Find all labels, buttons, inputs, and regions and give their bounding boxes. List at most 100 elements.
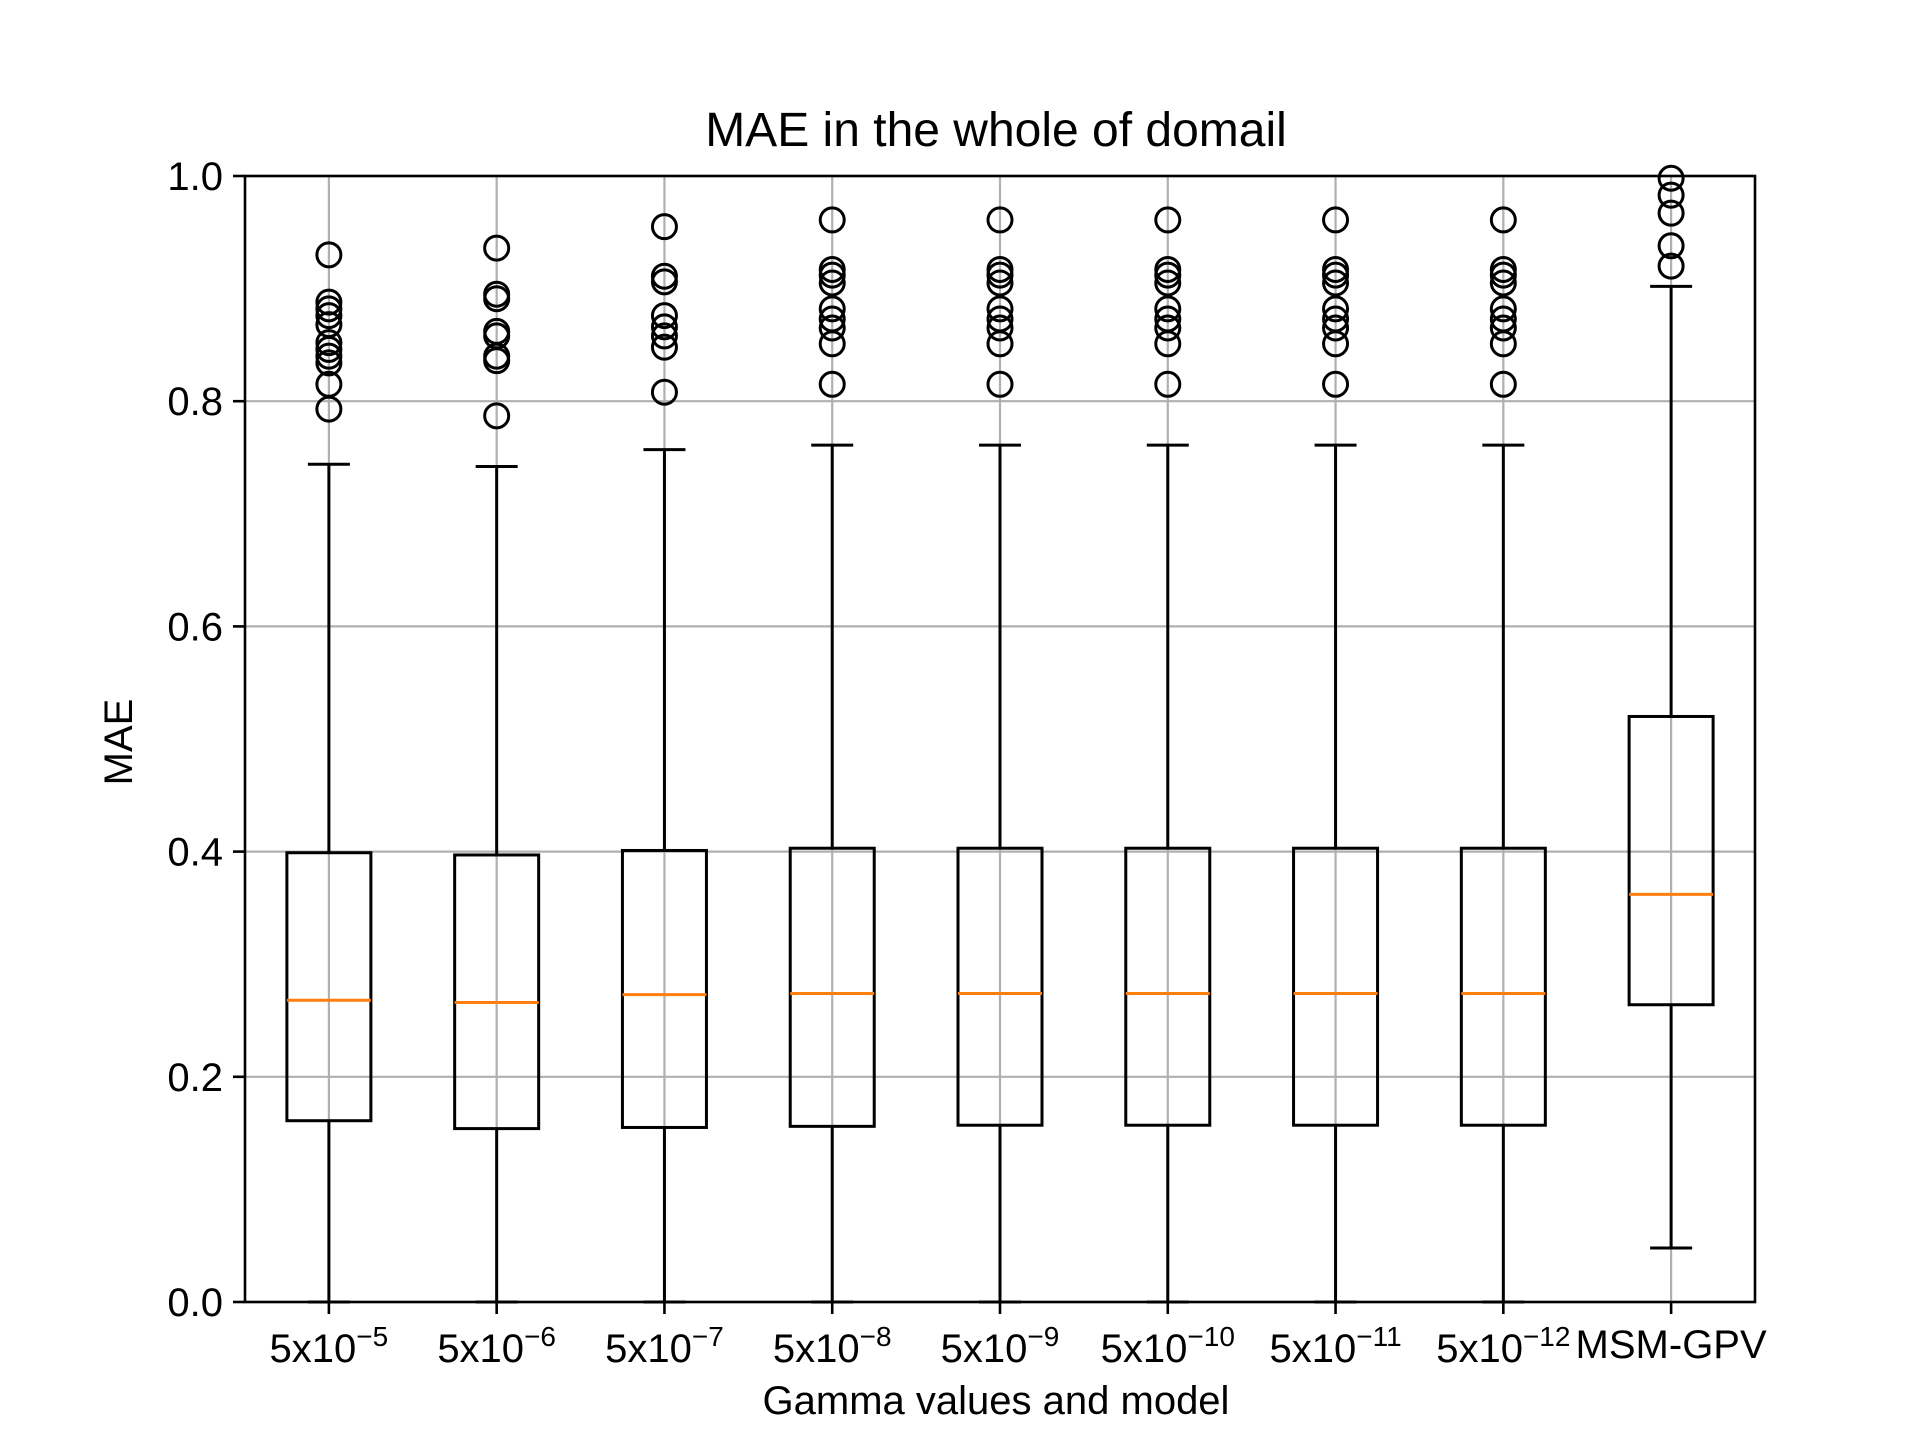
outlier-point bbox=[483, 317, 511, 345]
outlier-point bbox=[1657, 199, 1685, 227]
outlier-point bbox=[986, 255, 1014, 283]
outlier-point bbox=[650, 302, 678, 330]
x-tick-exponent: −5 bbox=[356, 1321, 388, 1352]
x-tick-exponent: −7 bbox=[692, 1321, 724, 1352]
outlier-point bbox=[1489, 255, 1517, 283]
x-tick-base: 5x10 bbox=[773, 1327, 860, 1371]
outlier-point bbox=[1657, 164, 1685, 192]
iqr-box bbox=[1459, 846, 1547, 1127]
x-tick-exponent: −11 bbox=[1356, 1321, 1401, 1352]
outlier-point bbox=[483, 234, 511, 262]
chart-title: MAE in the whole of domail bbox=[705, 104, 1287, 157]
box-group bbox=[1459, 206, 1547, 1304]
outlier-point bbox=[1154, 295, 1182, 323]
iqr-box bbox=[453, 853, 541, 1131]
outlier-point bbox=[650, 378, 678, 406]
outlier-point bbox=[818, 269, 846, 297]
outlier-point bbox=[1322, 314, 1350, 342]
y-tick-label: 0.0 bbox=[167, 1281, 223, 1325]
iqr-box bbox=[285, 851, 373, 1123]
outlier-point bbox=[1489, 295, 1517, 323]
x-tick-label: 5x10−5 bbox=[270, 1321, 389, 1371]
outlier-point bbox=[650, 262, 678, 290]
outlier-point bbox=[818, 295, 846, 323]
outlier-point bbox=[1322, 206, 1350, 234]
x-tick-base: 5x10 bbox=[437, 1327, 524, 1371]
x-tick-label: 5x10−6 bbox=[437, 1321, 556, 1371]
outlier-point bbox=[650, 322, 678, 350]
outlier-point bbox=[483, 280, 511, 308]
outlier-point bbox=[1154, 305, 1182, 333]
outlier-point bbox=[315, 302, 343, 330]
x-tick-label: 5x10−8 bbox=[773, 1321, 892, 1371]
outlier-point bbox=[483, 402, 511, 430]
outlier-point bbox=[1322, 269, 1350, 297]
outlier-point bbox=[1154, 269, 1182, 297]
outlier-point bbox=[315, 342, 343, 370]
box-group bbox=[1627, 164, 1715, 1250]
outlier-point bbox=[315, 295, 343, 323]
x-tick-base: 5x10 bbox=[941, 1327, 1028, 1371]
y-tick-label: 0.2 bbox=[167, 1056, 223, 1100]
outlier-point bbox=[1489, 314, 1517, 342]
outlier-point bbox=[818, 206, 846, 234]
x-tick-label: 5x10−12 bbox=[1436, 1321, 1570, 1371]
iqr-box bbox=[620, 848, 708, 1129]
outlier-point bbox=[1489, 305, 1517, 333]
box-group bbox=[956, 206, 1044, 1304]
box-group bbox=[1292, 206, 1380, 1304]
x-tick-label: 5x10−11 bbox=[1269, 1321, 1401, 1371]
x-tick-label: 5x10−10 bbox=[1101, 1321, 1235, 1371]
x-tick-exponent: −12 bbox=[1523, 1321, 1571, 1352]
outlier-point bbox=[315, 288, 343, 316]
outlier-point bbox=[1489, 206, 1517, 234]
outlier-point bbox=[315, 329, 343, 357]
outlier-point bbox=[818, 305, 846, 333]
outlier-point bbox=[1657, 232, 1685, 260]
outlier-point bbox=[1657, 252, 1685, 280]
outlier-point bbox=[818, 370, 846, 398]
outlier-point bbox=[1489, 370, 1517, 398]
x-axis-label: Gamma values and model bbox=[763, 1379, 1230, 1423]
outlier-point bbox=[1322, 305, 1350, 333]
x-tick-exponent: −6 bbox=[524, 1321, 556, 1352]
x-tick-base: 5x10 bbox=[270, 1327, 357, 1371]
y-axis-label: MAE bbox=[97, 699, 141, 786]
outlier-point bbox=[1489, 269, 1517, 297]
outlier-point bbox=[986, 206, 1014, 234]
outlier-point bbox=[1322, 255, 1350, 283]
x-tick-label: 5x10−7 bbox=[605, 1321, 724, 1371]
outlier-point bbox=[1154, 314, 1182, 342]
iqr-box bbox=[956, 846, 1044, 1127]
outlier-point bbox=[650, 213, 678, 241]
x-tick-base: 5x10 bbox=[605, 1327, 692, 1371]
outlier-point bbox=[315, 241, 343, 269]
outlier-point bbox=[818, 255, 846, 283]
outlier-point bbox=[818, 314, 846, 342]
outlier-point bbox=[986, 314, 1014, 342]
y-tick-label: 0.8 bbox=[167, 380, 223, 424]
y-tick-label: 1.0 bbox=[167, 155, 223, 199]
box-group bbox=[788, 206, 876, 1304]
boxes-layer bbox=[285, 164, 1715, 1304]
outlier-point bbox=[1322, 295, 1350, 323]
iqr-box bbox=[1124, 846, 1212, 1127]
box-group bbox=[620, 213, 708, 1304]
y-tick-label: 0.4 bbox=[167, 831, 223, 875]
outlier-point bbox=[986, 305, 1014, 333]
iqr-box bbox=[788, 846, 876, 1128]
outlier-point bbox=[650, 333, 678, 361]
iqr-box bbox=[1627, 714, 1715, 1007]
x-tick-exponent: −10 bbox=[1187, 1321, 1235, 1352]
outlier-point bbox=[986, 295, 1014, 323]
outlier-point bbox=[1154, 206, 1182, 234]
outlier-point bbox=[315, 349, 343, 377]
outlier-point bbox=[1154, 255, 1182, 283]
outlier-point bbox=[1154, 370, 1182, 398]
x-tick-base: 5x10 bbox=[1269, 1327, 1356, 1371]
x-tick-base: 5x10 bbox=[1436, 1327, 1523, 1371]
